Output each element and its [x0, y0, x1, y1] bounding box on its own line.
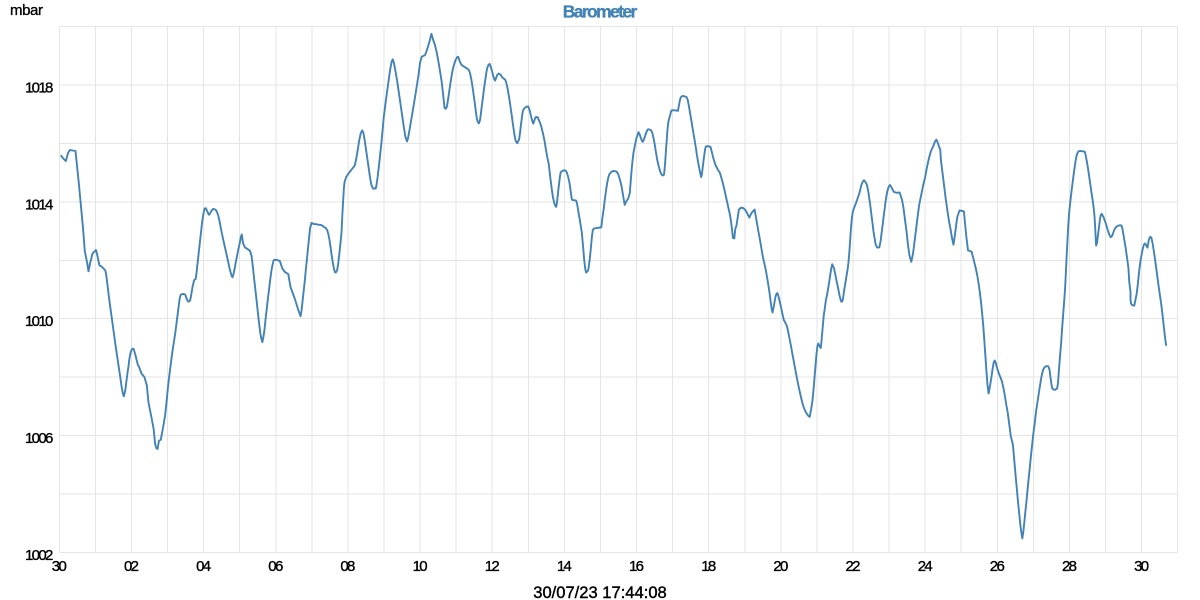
- svg-text:22: 22: [846, 558, 861, 575]
- svg-text:20: 20: [773, 558, 788, 575]
- svg-text:30: 30: [1134, 558, 1149, 575]
- svg-text:26: 26: [990, 558, 1005, 575]
- svg-text:mbar: mbar: [10, 2, 43, 19]
- svg-text:02: 02: [124, 558, 139, 575]
- svg-text:12: 12: [485, 558, 500, 575]
- svg-text:24: 24: [918, 558, 933, 575]
- svg-text:18: 18: [701, 558, 716, 575]
- svg-text:16: 16: [629, 558, 644, 575]
- svg-text:14: 14: [557, 558, 572, 575]
- svg-text:1002: 1002: [25, 547, 53, 564]
- svg-text:30: 30: [52, 558, 67, 575]
- svg-text:28: 28: [1062, 558, 1077, 575]
- svg-text:1014: 1014: [25, 196, 53, 213]
- svg-text:04: 04: [196, 558, 211, 575]
- svg-text:1010: 1010: [25, 313, 53, 330]
- svg-text:08: 08: [340, 558, 355, 575]
- svg-text:1006: 1006: [25, 430, 53, 447]
- svg-text:06: 06: [268, 558, 283, 575]
- svg-text:30/07/23 17:44:08: 30/07/23 17:44:08: [533, 584, 667, 600]
- svg-text:1018: 1018: [25, 80, 53, 97]
- svg-text:10: 10: [413, 558, 428, 575]
- svg-text:Barometer: Barometer: [563, 1, 638, 21]
